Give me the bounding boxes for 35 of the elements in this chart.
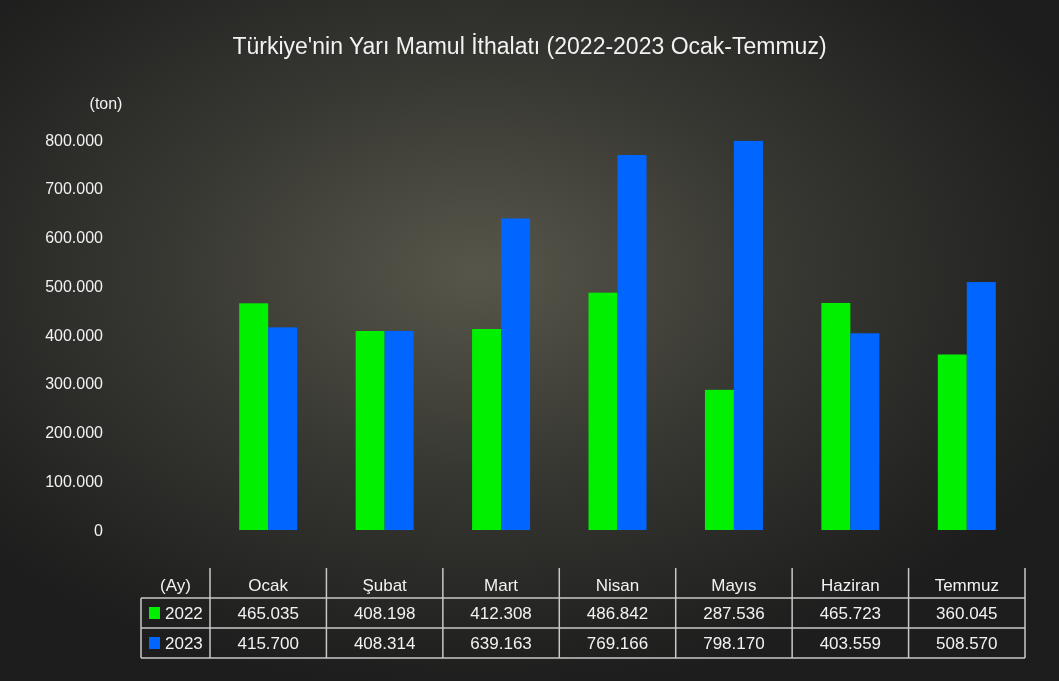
y-tick-label: 700.000 [45,180,104,198]
x-axis-title: (Ay) [160,575,191,595]
data-label: 287.536 [703,603,765,623]
y-tick-label: 800.000 [45,131,104,149]
x-tick-label: Ocak [248,575,289,595]
data-label: 798.170 [703,633,765,653]
data-label: 403.559 [819,633,882,653]
data-label: 360.045 [936,603,998,623]
x-tick-label: Temmuz [934,575,999,595]
y-tick-label: 300.000 [45,375,104,393]
legend-label: 2023 [165,633,203,653]
y-tick-label: 600.000 [45,229,104,247]
data-label: 408.314 [353,633,416,653]
x-tick-label: Nisan [595,575,640,595]
y-axis-title: (ton) [89,95,123,112]
y-tick-label: 500.000 [45,277,104,295]
data-label: 465.723 [819,603,882,623]
data-label: 508.570 [936,633,998,653]
data-label: 415.700 [237,633,299,653]
y-tick-label: 200.000 [45,424,104,442]
y-tick-label: 0 [94,521,104,539]
x-tick-label: Mart [484,575,519,595]
x-tick-label: Şubat [362,575,408,595]
legend-label: 2022 [165,603,203,623]
data-label: 486.842 [586,603,649,623]
y-tick-label: 400.000 [45,326,104,344]
data-label: 465.035 [237,603,299,623]
data-label: 769.166 [586,633,649,653]
chart-title: Türkiye'nin Yarı Mamul İthalatı (2022-2023 Ocak-Temmuz) [232,33,827,59]
x-tick-label: Mayıs [711,575,757,595]
data-label: 412.308 [470,603,532,623]
data-label: 639.163 [470,633,532,653]
x-tick-label: Haziran [821,575,880,595]
data-label: 408.198 [353,603,416,623]
y-tick-label: 100.000 [45,472,104,490]
